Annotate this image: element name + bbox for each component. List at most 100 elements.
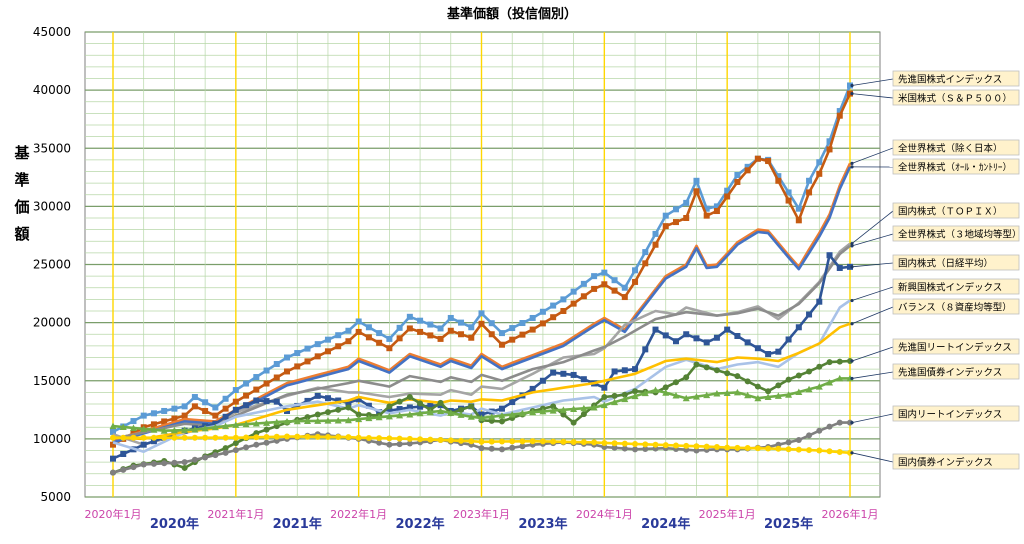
data-point — [673, 219, 679, 225]
data-point — [601, 394, 607, 400]
data-point — [714, 208, 720, 214]
data-point — [693, 443, 699, 449]
data-point — [171, 406, 177, 412]
data-point — [745, 445, 751, 451]
data-point — [366, 334, 372, 340]
data-point — [837, 265, 843, 271]
data-point — [786, 336, 792, 342]
x-month-label: 2023年1月 — [453, 507, 510, 521]
data-point — [673, 338, 679, 344]
x-year-label: 2021年 — [273, 516, 322, 532]
data-point — [448, 437, 454, 443]
data-point — [714, 444, 720, 450]
data-point — [315, 411, 321, 417]
data-point — [335, 343, 341, 349]
legend-leader-dot — [850, 299, 853, 302]
data-point — [386, 442, 392, 448]
data-point — [796, 447, 802, 453]
data-point — [151, 435, 157, 441]
data-point — [264, 434, 270, 440]
data-point — [827, 424, 833, 430]
data-point — [622, 441, 628, 447]
data-point — [499, 330, 505, 336]
data-point — [765, 388, 771, 394]
data-point — [663, 223, 669, 229]
legend-label: 新興国株式インデックス — [898, 282, 1002, 294]
data-point — [827, 146, 833, 152]
data-point — [325, 337, 331, 343]
data-point — [499, 439, 505, 445]
data-point — [479, 310, 485, 316]
data-point — [243, 381, 249, 387]
data-point — [509, 325, 515, 331]
data-point — [110, 470, 116, 476]
data-point — [397, 441, 403, 447]
data-point — [171, 460, 177, 466]
data-point — [243, 393, 249, 399]
legend-label: 国内リートインデックス — [898, 409, 1002, 421]
data-point — [632, 267, 638, 273]
data-point — [233, 447, 239, 453]
data-point — [581, 439, 587, 445]
data-point — [724, 445, 730, 451]
y-axis-title-char: 準 — [14, 171, 29, 189]
data-point — [335, 332, 341, 338]
data-point — [325, 395, 331, 401]
data-point — [693, 335, 699, 341]
data-point — [335, 434, 341, 440]
data-point — [796, 373, 802, 379]
data-point — [560, 296, 566, 302]
data-point — [161, 435, 167, 441]
data-point — [755, 384, 761, 390]
data-point — [397, 399, 403, 405]
data-point — [294, 434, 300, 440]
data-point — [632, 279, 638, 285]
data-point — [796, 206, 802, 212]
legend-leader-dot — [850, 265, 853, 268]
data-point — [489, 446, 495, 452]
x-month-label: 2021年1月 — [207, 507, 264, 521]
data-point — [202, 399, 208, 405]
data-point — [345, 328, 351, 334]
data-point — [775, 446, 781, 452]
data-point — [653, 231, 659, 237]
data-point — [683, 374, 689, 380]
data-point — [141, 442, 147, 448]
data-point — [642, 249, 648, 255]
data-point — [253, 374, 259, 380]
y-tick-label: 35000 — [33, 141, 71, 155]
data-point — [356, 318, 362, 324]
legend-leader-dot — [850, 359, 853, 362]
data-point — [632, 446, 638, 452]
data-point — [642, 441, 648, 447]
data-point — [212, 435, 218, 441]
data-point — [202, 454, 208, 460]
data-point — [745, 339, 751, 345]
data-point — [253, 398, 259, 404]
data-point — [540, 309, 546, 315]
x-year-label: 2024年 — [641, 516, 690, 532]
data-point — [704, 339, 710, 345]
data-point — [182, 435, 188, 441]
data-point — [837, 359, 843, 365]
legend-leader-dot — [850, 451, 853, 454]
data-point — [397, 436, 403, 442]
legend-leader-dot — [850, 244, 853, 247]
data-point — [345, 338, 351, 344]
data-point — [243, 402, 249, 408]
data-point — [745, 378, 751, 384]
y-tick-label: 20000 — [33, 316, 71, 330]
data-point — [499, 406, 505, 412]
x-year-label: 2023年 — [518, 516, 567, 532]
legend-leader-dot — [850, 421, 853, 424]
data-point — [540, 378, 546, 384]
data-point — [489, 439, 495, 445]
data-point — [212, 404, 218, 410]
x-year-label: 2020年 — [150, 516, 199, 532]
data-point — [612, 368, 618, 374]
data-point — [325, 348, 331, 354]
data-point — [202, 435, 208, 441]
data-point — [734, 179, 740, 185]
data-point — [468, 403, 474, 409]
